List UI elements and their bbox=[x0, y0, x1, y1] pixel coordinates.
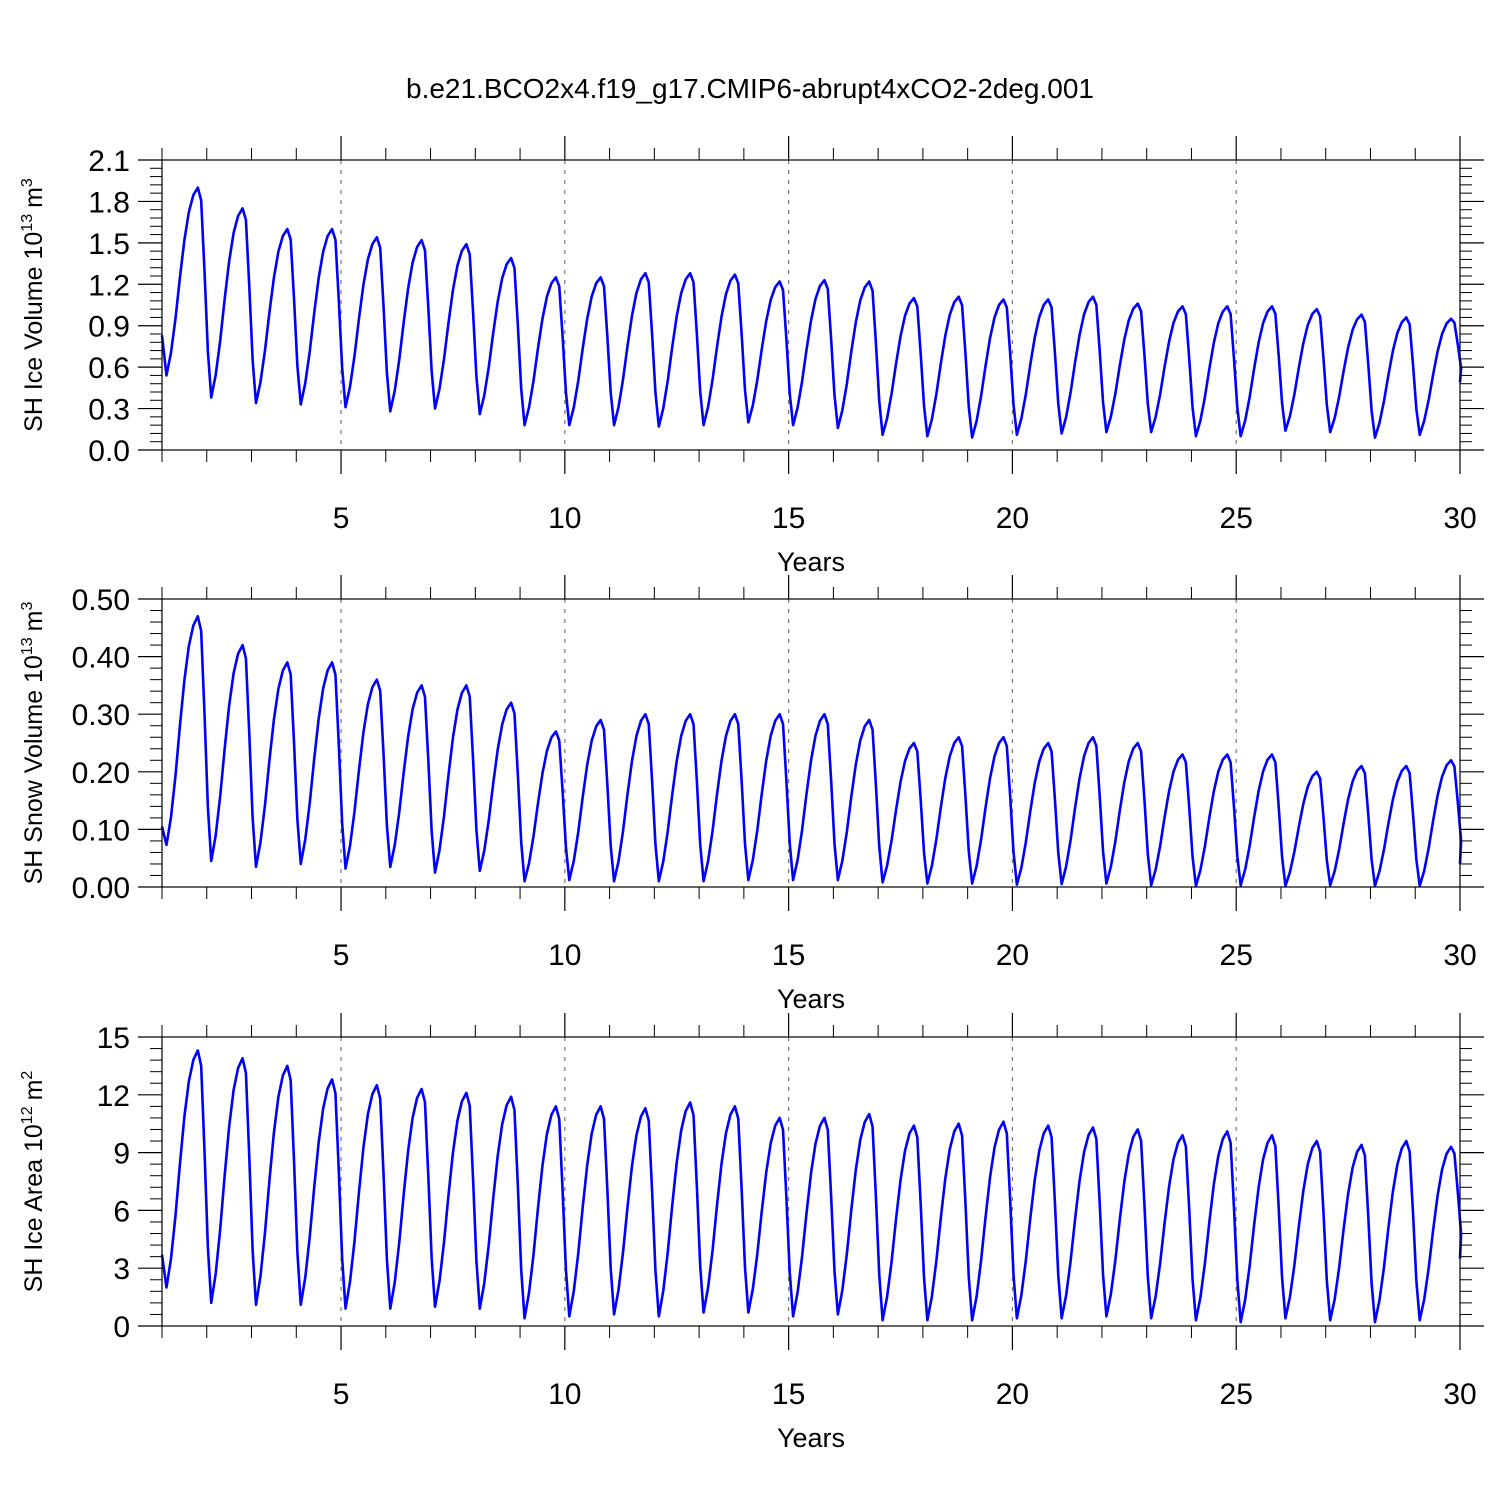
x-axis-label: Years bbox=[777, 1423, 845, 1453]
x-axis-label: Years bbox=[777, 547, 845, 577]
y-tick-label: 0 bbox=[113, 1311, 130, 1344]
y-axis-label-unit-exponent: 3 bbox=[19, 178, 36, 187]
x-tick-label: 20 bbox=[996, 1378, 1029, 1411]
chart-panel-2: 0.00 0.10 0.20 0.30 0.40 0.50 5 10 15 20 25 30 Years… bbox=[19, 575, 1484, 1014]
y-tick-label: 1.8 bbox=[88, 186, 130, 219]
series-line bbox=[160, 186, 1463, 439]
y-axis-label: SH Ice Volume 1013 m3 bbox=[19, 178, 48, 432]
chart-panel-1: 0.0 0.3 0.6 0.9 1.2 1.5 1.8 2.1 5 10 15 20 25 30 Years… bbox=[19, 136, 1484, 577]
x-tick-label: 30 bbox=[1443, 1378, 1476, 1411]
y-axis-label-unit: m bbox=[20, 1080, 48, 1101]
x-tick-label: 25 bbox=[1220, 939, 1253, 972]
y-tick-label: 9 bbox=[113, 1138, 130, 1171]
x-tick-label: 25 bbox=[1220, 502, 1253, 535]
y-axis-label-text: SH Snow Volume 10 bbox=[20, 655, 48, 884]
y-axis-label-unit-exponent: 3 bbox=[19, 601, 36, 610]
y-axis-label-text: SH Ice Area 10 bbox=[20, 1124, 48, 1292]
x-tick-label: 5 bbox=[333, 939, 350, 972]
y-axis-label-exponent: 13 bbox=[19, 214, 36, 232]
y-tick-label: 0.6 bbox=[88, 352, 130, 385]
y-tick-label: 1.2 bbox=[88, 269, 130, 302]
y-axis-label-exponent: 12 bbox=[19, 1106, 36, 1124]
x-tick-label: 5 bbox=[333, 502, 350, 535]
y-axis-label: SH Snow Volume 1013 m3 bbox=[19, 601, 48, 884]
plot-frame bbox=[161, 1036, 1461, 1327]
y-tick-label: 0.30 bbox=[72, 699, 130, 732]
y-tick-label: 0.0 bbox=[88, 435, 130, 468]
y-tick-label: 3 bbox=[113, 1253, 130, 1286]
y-tick-label: 0.00 bbox=[72, 872, 130, 905]
x-tick-label: 15 bbox=[772, 502, 805, 535]
x-tick-label: 25 bbox=[1220, 1378, 1253, 1411]
y-tick-label: 0.9 bbox=[88, 311, 130, 344]
y-tick-label: 12 bbox=[97, 1080, 130, 1113]
y-tick-label: 0.50 bbox=[72, 584, 130, 617]
x-tick-label: 20 bbox=[996, 939, 1029, 972]
y-tick-label: 15 bbox=[97, 1022, 130, 1055]
x-axis-label: Years bbox=[777, 984, 845, 1014]
y-axis-label-exponent: 13 bbox=[19, 637, 36, 655]
x-tick-label: 5 bbox=[333, 1378, 350, 1411]
x-tick-label: 15 bbox=[772, 939, 805, 972]
plot-frame bbox=[161, 598, 1461, 888]
y-axis-label: SH Ice Area 1012 m2 bbox=[19, 1071, 48, 1293]
y-tick-label: 2.1 bbox=[88, 145, 130, 178]
x-tick-label: 10 bbox=[548, 502, 581, 535]
y-tick-label: 0.10 bbox=[72, 814, 130, 847]
figure-title: b.e21.BCO2x4.f19_g17.CMIP6-abrupt4xCO2-2… bbox=[406, 73, 1094, 104]
series-line bbox=[160, 1049, 1463, 1324]
y-tick-label: 0.20 bbox=[72, 757, 130, 790]
x-tick-label: 20 bbox=[996, 502, 1029, 535]
x-tick-label: 10 bbox=[548, 939, 581, 972]
y-tick-label: 0.40 bbox=[72, 642, 130, 675]
x-tick-label: 30 bbox=[1443, 502, 1476, 535]
y-tick-label: 0.3 bbox=[88, 394, 130, 427]
x-tick-label: 15 bbox=[772, 1378, 805, 1411]
x-tick-label: 30 bbox=[1443, 939, 1476, 972]
y-axis-label-unit: m bbox=[20, 187, 48, 208]
y-tick-label: 6 bbox=[113, 1195, 130, 1228]
plot-frame bbox=[161, 159, 1461, 451]
y-axis-label-unit-exponent: 2 bbox=[19, 1071, 36, 1080]
series-line bbox=[160, 614, 1463, 888]
y-axis-label-unit: m bbox=[20, 610, 48, 631]
y-tick-label: 1.5 bbox=[88, 228, 130, 261]
x-tick-label: 10 bbox=[548, 1378, 581, 1411]
y-axis-label-text: SH Ice Volume 10 bbox=[20, 232, 48, 432]
